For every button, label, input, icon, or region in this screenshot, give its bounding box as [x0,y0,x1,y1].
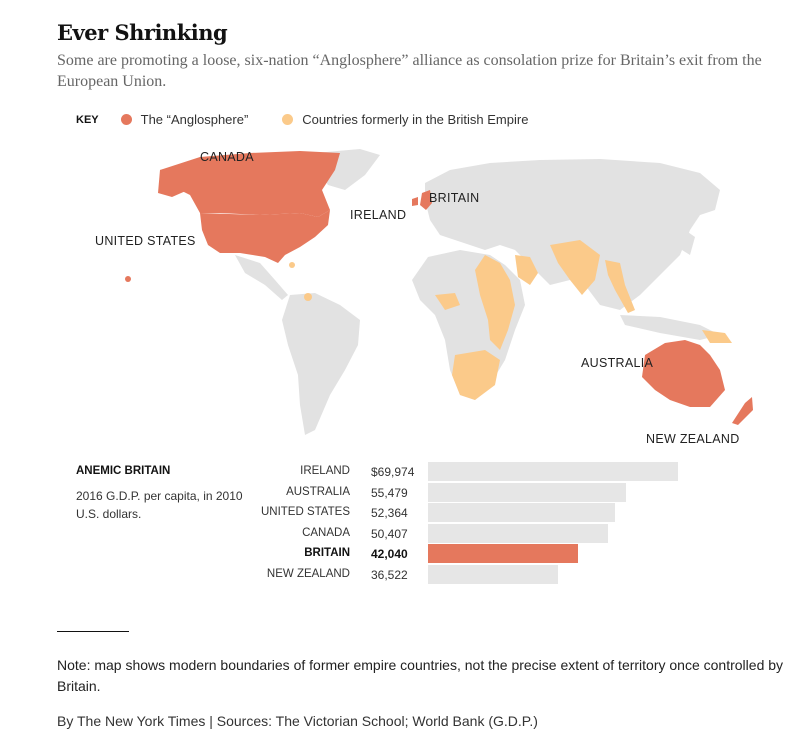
bar-row: BRITAIN 42,040 [0,544,800,564]
bar-chart-title: ANEMIC BRITAIN [76,465,171,477]
bar-row: IRELAND $69,974 [0,462,800,482]
key-item-label: Countries formerly in the British Empire [302,112,529,127]
bar-row: UNITED STATES 52,364 [0,503,800,523]
former-empire-caribbean-shape [304,293,312,301]
ireland-shape [412,197,418,206]
britain-shape [420,190,432,210]
alaska-shape [158,165,188,197]
former-empire-png-shape [702,330,732,343]
bar [428,544,579,563]
page-title: Ever Shrinking [57,20,228,45]
bar-country-label: BRITAIN [304,547,350,559]
bar-value-label: 36,522 [371,567,408,582]
indonesia-shape [620,315,720,340]
anglosphere-swatch-icon [120,114,132,125]
canada-shape [160,151,340,217]
bar-row: AUSTRALIA 55,479 [0,482,800,503]
world-map: CANADA UNITED STATES IRELAND BRITAIN AUS… [95,149,753,445]
key-item-label: The “Anglosphere” [140,112,249,127]
bar-value-label: $69,974 [371,465,415,479]
former-empire-swatch-icon [282,114,294,125]
map-label-britain: BRITAIN [429,191,479,205]
bar-country-label: CANADA [302,526,350,539]
japan-shape [682,230,695,255]
footnote: Note: map shows modern boundaries of for… [57,657,784,694]
bar [428,564,559,584]
former-empire-east-africa-shape [475,255,515,350]
key-item-anglosphere: The “Anglosphere” [120,112,249,127]
bar-row: NEW ZEALAND 36,522 [0,564,800,585]
bar-value-label: 50,407 [371,526,408,541]
source-credit: By The New York Times | Sources: The Vic… [57,713,538,729]
bar-value-label: 42,040 [371,547,408,561]
former-empire-west-africa-shape [435,293,460,310]
map-label-australia: AUSTRALIA [581,356,654,370]
australia-shape [642,340,725,407]
map-label-new-zealand: NEW ZEALAND [646,432,740,445]
map-label-united-states: UNITED STATES [95,234,196,248]
south-america-shape [282,293,360,435]
key-label: KEY [76,113,99,126]
bar-country-label: AUSTRALIA [286,485,350,498]
subtitle: Some are promoting a loose, six-nation “… [57,52,762,90]
former-empire-southern-africa-shape [452,350,500,400]
eurasia-shape [425,159,720,310]
former-empire-middle-east-shape [515,255,538,285]
bar-value-label: 52,364 [371,506,408,520]
bar-value-label: 55,479 [371,485,408,500]
key-item-former-empire: Countries formerly in the British Empire [282,112,528,127]
bar-country-label: UNITED STATES [260,506,350,518]
bar [428,503,616,522]
former-empire-southeast-asia-shape [605,260,635,313]
bar [428,462,678,481]
bar [428,482,627,502]
bar [428,523,609,543]
new-zealand-shape [732,397,753,425]
map-label-ireland: IRELAND [350,208,406,222]
bar-row: CANADA 50,407 [0,523,800,544]
bar-chart-description: 2016 G.D.P. per capita, in 2010 U.S. dol… [76,489,243,521]
divider-rule [57,631,129,632]
former-empire-south-asia-shape [550,240,600,295]
bar-country-label: NEW ZEALAND [266,567,350,580]
united-states-shape [200,210,330,263]
hawaii-shape [125,276,131,282]
former-empire-bahamas-shape [289,262,295,268]
bar-country-label: IRELAND [300,465,350,477]
central-america-shape [235,255,288,300]
map-key: KEY The “Anglosphere” Countries formerly… [76,112,562,127]
map-label-canada: CANADA [200,150,254,164]
